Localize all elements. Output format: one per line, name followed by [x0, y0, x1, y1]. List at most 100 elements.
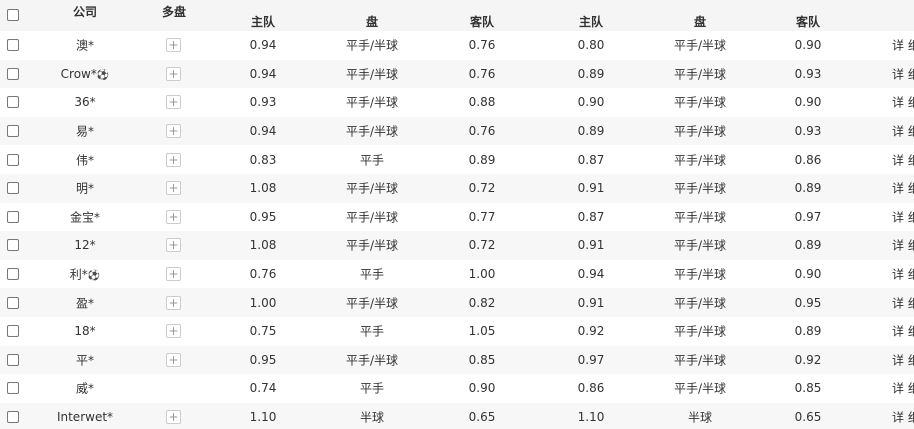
company-label: 威* [75, 381, 95, 396]
handicap-initial: 平手 [359, 324, 385, 339]
expand-multi-button[interactable]: + [166, 238, 181, 253]
handicap-live: 平手/半球 [673, 153, 727, 168]
handicap-initial: 半球 [359, 410, 385, 425]
handicap-initial: 平手/半球 [345, 353, 399, 368]
row-checkbox[interactable] [7, 382, 19, 395]
home-odds-live: 0.91 [577, 238, 605, 253]
row-checkbox[interactable] [7, 96, 19, 109]
col-multi: 多盘 [161, 5, 187, 19]
row-checkbox[interactable] [7, 296, 19, 309]
row-checkbox[interactable] [7, 210, 19, 223]
home-odds-initial: 0.95 [249, 209, 277, 224]
company-name: 12* [74, 238, 95, 252]
handicap-initial: 平手/半球 [345, 181, 399, 196]
col-away-initial: 客队 [469, 15, 495, 29]
table-row: 伟* + 0.83 平手 0.89 0.87 平手/半球 0.86 详 细 [0, 145, 914, 174]
company-name: Crow*⚽ [61, 67, 110, 81]
detail-link[interactable]: 详 细 [892, 124, 914, 139]
detail-link[interactable]: 详 细 [892, 353, 914, 368]
handicap-live: 平手/半球 [673, 181, 727, 196]
row-checkbox[interactable] [7, 268, 19, 281]
detail-link[interactable]: 详 细 [892, 410, 914, 425]
home-odds-live: 0.97 [577, 352, 605, 367]
away-odds-initial: 0.85 [468, 352, 496, 367]
expand-multi-button[interactable]: + [166, 410, 181, 425]
away-odds-live: 0.93 [794, 66, 822, 81]
expand-multi-button[interactable]: + [166, 295, 181, 310]
detail-link[interactable]: 详 细 [892, 38, 914, 53]
detail-link[interactable]: 详 细 [892, 95, 914, 110]
home-odds-live: 0.80 [577, 38, 605, 53]
away-odds-initial: 0.77 [468, 209, 496, 224]
detail-link[interactable]: 详 细 [892, 210, 914, 225]
select-all-checkbox[interactable] [7, 9, 19, 21]
handicap-initial: 平手/半球 [345, 210, 399, 225]
row-checkbox[interactable] [7, 125, 19, 138]
away-odds-live: 0.95 [794, 295, 822, 310]
table-row: 利*⚽ + 0.76 平手 1.00 0.94 平手/半球 0.90 详 细 [0, 260, 914, 289]
expand-multi-button[interactable]: + [166, 66, 181, 81]
company-name: 金宝* [70, 208, 100, 225]
table-row: 金宝* + 0.95 平手/半球 0.77 0.87 平手/半球 0.97 详 … [0, 203, 914, 232]
company-label: 易* [75, 124, 95, 139]
row-checkbox[interactable] [7, 39, 19, 52]
expand-multi-button[interactable]: + [166, 267, 181, 282]
away-odds-initial: 0.89 [468, 152, 496, 167]
detail-link[interactable]: 详 细 [892, 67, 914, 82]
expand-multi-button[interactable]: + [166, 352, 181, 367]
table-row: 平* + 0.95 平手/半球 0.85 0.97 平手/半球 0.92 详 细 [0, 345, 914, 375]
detail-link[interactable]: 详 细 [892, 296, 914, 311]
expand-multi-button[interactable]: + [166, 181, 181, 196]
handicap-initial: 平手/半球 [345, 238, 399, 253]
handicap-live: 平手/半球 [673, 210, 727, 225]
away-odds-live: 0.89 [794, 324, 822, 339]
company-name: 平* [76, 351, 94, 368]
expand-multi-button[interactable]: + [166, 95, 181, 110]
home-odds-live: 0.86 [577, 381, 605, 396]
row-checkbox[interactable] [7, 182, 19, 195]
away-odds-initial: 0.76 [468, 66, 496, 81]
away-odds-initial: 0.76 [468, 38, 496, 53]
col-home-initial: 主队 [250, 15, 276, 29]
handicap-live: 平手/半球 [673, 95, 727, 110]
row-checkbox[interactable] [7, 411, 19, 424]
detail-link[interactable]: 详 细 [892, 324, 914, 339]
away-odds-live: 0.89 [794, 238, 822, 253]
handicap-live: 平手/半球 [673, 267, 727, 282]
home-odds-initial: 0.74 [249, 381, 277, 396]
away-odds-live: 0.85 [794, 381, 822, 396]
expand-multi-button[interactable]: + [166, 324, 181, 339]
detail-link[interactable]: 详 细 [892, 381, 914, 396]
home-odds-live: 0.90 [577, 95, 605, 110]
detail-link[interactable]: 详 细 [892, 238, 914, 253]
detail-link[interactable]: 详 细 [892, 181, 914, 196]
home-odds-live: 0.92 [577, 324, 605, 339]
company-label: 金宝* [69, 210, 101, 225]
handicap-live: 平手/半球 [673, 381, 727, 396]
handicap-live: 平手/半球 [673, 353, 727, 368]
expand-multi-button[interactable]: + [166, 209, 181, 224]
detail-link[interactable]: 详 细 [892, 153, 914, 168]
row-checkbox[interactable] [7, 153, 19, 166]
table-row: 18* + 0.75 平手 1.05 0.92 平手/半球 0.89 详 细 [0, 317, 914, 346]
company-label: 伟* [75, 153, 95, 168]
table-row: 澳* + 0.94 平手/半球 0.76 0.80 平手/半球 0.90 详 细 [0, 31, 914, 60]
company-name: 利*⚽ [70, 266, 100, 283]
company-name: 盈* [76, 294, 94, 311]
expand-multi-button[interactable]: + [166, 124, 181, 139]
home-odds-initial: 0.94 [249, 38, 277, 53]
row-checkbox[interactable] [7, 325, 19, 338]
detail-link[interactable]: 详 细 [892, 267, 914, 282]
row-checkbox[interactable] [7, 67, 19, 80]
row-checkbox[interactable] [7, 353, 19, 366]
away-odds-live: 0.92 [794, 352, 822, 367]
home-odds-initial: 1.08 [249, 238, 277, 253]
company-label: 平* [75, 353, 95, 368]
handicap-live: 平手/半球 [673, 67, 727, 82]
away-odds-live: 0.97 [794, 209, 822, 224]
company-label: 18* [74, 324, 96, 339]
row-checkbox[interactable] [7, 239, 19, 252]
expand-multi-button[interactable]: + [166, 38, 181, 53]
expand-multi-button[interactable]: + [166, 152, 181, 167]
table-row: 明* + 1.08 平手/半球 0.72 0.91 平手/半球 0.89 详 细 [0, 174, 914, 203]
